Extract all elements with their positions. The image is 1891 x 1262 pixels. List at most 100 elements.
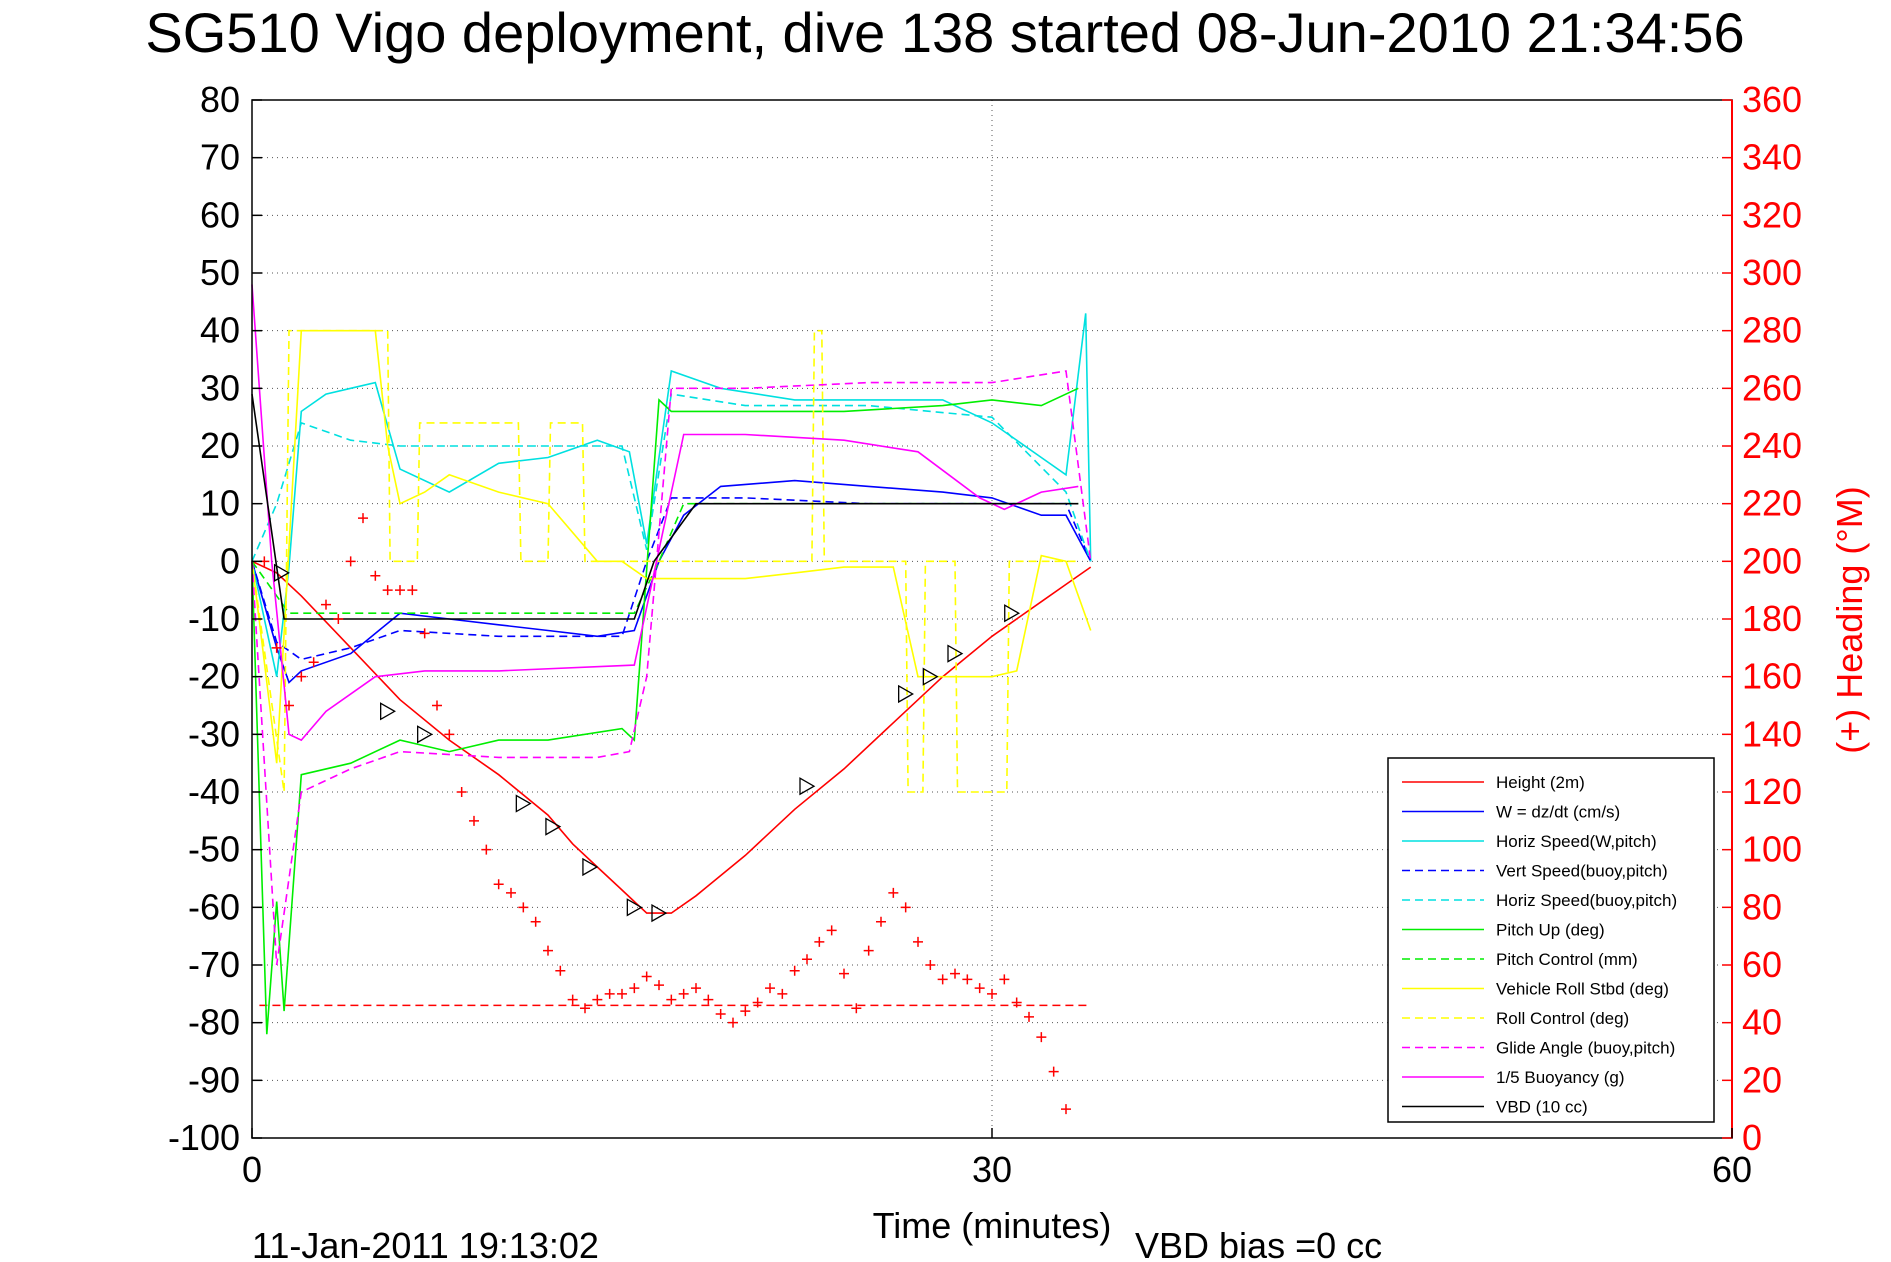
- heading-point: [913, 936, 923, 947]
- legend-label: Horiz Speed(buoy,pitch): [1496, 891, 1677, 910]
- heading-point: [876, 916, 886, 927]
- heading-point: [999, 974, 1010, 985]
- legend-label: Horiz Speed(W,pitch): [1496, 832, 1657, 851]
- heading-point: [703, 994, 714, 1005]
- heading-point: [284, 700, 294, 711]
- series-line: [251, 393, 1079, 620]
- heading-point: [629, 983, 640, 994]
- y-tick-label: 50: [200, 252, 240, 293]
- series-layer: [251, 284, 1092, 1035]
- legend-label: Pitch Up (deg): [1496, 921, 1605, 940]
- legend-label: VBD (10 cc): [1496, 1098, 1588, 1117]
- y-tick-label: 80: [200, 79, 240, 120]
- heading-point: [987, 988, 997, 999]
- legend-label: W = dz/dt (cm/s): [1496, 803, 1620, 822]
- y-tick-label: 20: [200, 425, 240, 466]
- heading-point: [419, 628, 430, 639]
- heading-point: [358, 513, 368, 524]
- heading-point: [432, 700, 442, 711]
- series-line: [251, 284, 1079, 742]
- series-line: [251, 560, 1092, 914]
- heading-point: [691, 983, 701, 994]
- legend-label: 1/5 Buoyancy (g): [1496, 1068, 1625, 1087]
- series-line: [251, 393, 1092, 562]
- heading-point: [654, 980, 664, 991]
- legend-label: Pitch Control (mm): [1496, 950, 1638, 969]
- right-tick-label: 40: [1742, 1002, 1782, 1043]
- heading-point: [543, 945, 553, 956]
- legend-label: Glide Angle (buoy,pitch): [1496, 1039, 1675, 1058]
- heading-point: [617, 988, 627, 999]
- y-tick-label: 40: [200, 310, 240, 351]
- heading-point: [296, 671, 307, 682]
- legend-label: Height (2m): [1496, 773, 1585, 792]
- position-marker: [515, 794, 532, 813]
- heading-point: [456, 787, 467, 797]
- heading-point: [974, 983, 985, 994]
- position-marker: [651, 903, 668, 923]
- heading-point: [469, 815, 479, 826]
- heading-point: [641, 971, 652, 982]
- y-tick-label: 70: [200, 137, 240, 178]
- heading-point: [308, 657, 319, 668]
- right-tick-label: 200: [1742, 540, 1802, 581]
- series-line: [251, 479, 1092, 684]
- y-tick-label: 0: [220, 540, 240, 581]
- heading-point: [333, 614, 344, 624]
- right-tick-label: 20: [1742, 1059, 1782, 1100]
- y-tick-label: -50: [188, 829, 240, 870]
- legend: Height (2m) W = dz/dt (cm/s) Horiz Speed(W…: [1387, 757, 1715, 1123]
- position-marker: [273, 563, 290, 582]
- right-tick-label: 80: [1742, 886, 1782, 927]
- heading-point: [567, 994, 578, 1005]
- heading-point: [1036, 1032, 1047, 1043]
- x-axis-label: Time (minutes): [873, 1205, 1112, 1246]
- y-tick-label: -80: [188, 1002, 240, 1043]
- heading-point: [962, 974, 973, 985]
- right-tick-label: 300: [1742, 252, 1802, 293]
- heading-point: [715, 1009, 726, 1020]
- position-marker: [799, 777, 816, 796]
- right-tick-label: 0: [1742, 1117, 1762, 1158]
- position-markers: [273, 563, 1021, 923]
- heading-point: [888, 887, 899, 898]
- series-line: [251, 329, 1079, 793]
- series-line: [251, 387, 1079, 1035]
- legend-label: Vert Speed(buoy,pitch): [1496, 862, 1668, 881]
- position-marker: [922, 667, 939, 686]
- right-tick-label: 160: [1742, 656, 1802, 697]
- chart-title: SG510 Vigo deployment, dive 138 started …: [145, 1, 1744, 64]
- heading-point: [839, 968, 849, 979]
- y-tick-label: -30: [188, 713, 240, 754]
- heading-point: [395, 585, 405, 596]
- heading-point: [740, 1006, 751, 1017]
- position-marker: [545, 817, 562, 836]
- heading-point: [382, 585, 393, 596]
- series-line: [251, 370, 1092, 966]
- y-tick-label: 10: [200, 483, 240, 524]
- heading-point: [481, 844, 492, 855]
- heading-point: [777, 988, 788, 999]
- heading-point: [1024, 1011, 1034, 1022]
- y-tick-label: -100: [168, 1117, 240, 1158]
- heading-points: [259, 513, 1071, 1115]
- right-tick-label: 240: [1742, 425, 1802, 466]
- heading-point: [592, 994, 603, 1005]
- heading-point: [530, 916, 541, 927]
- heading-point: [1011, 997, 1022, 1008]
- heading-point: [271, 642, 282, 653]
- heading-point: [863, 945, 874, 956]
- heading-point: [1061, 1104, 1071, 1115]
- right-tick-label: 120: [1742, 771, 1802, 812]
- heading-point: [407, 585, 418, 596]
- legend-label: Roll Control (deg): [1496, 1009, 1629, 1028]
- legend-box: [1387, 757, 1715, 1123]
- heading-point: [900, 902, 911, 913]
- y-tick-label: -70: [188, 944, 240, 985]
- y-tick-label: 60: [200, 194, 240, 235]
- series-line: [251, 329, 1092, 764]
- x-tick-label: 60: [1712, 1149, 1752, 1190]
- heading-point: [1048, 1066, 1059, 1077]
- right-tick-label: 60: [1742, 944, 1782, 985]
